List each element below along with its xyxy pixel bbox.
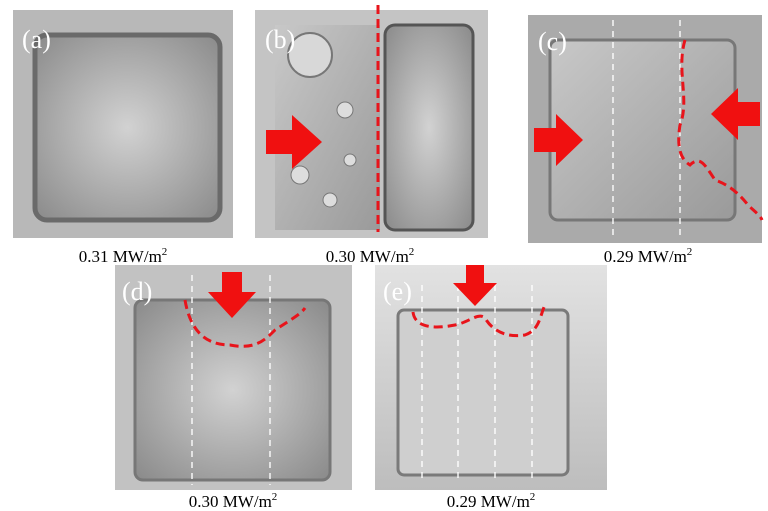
- bubble: [344, 154, 356, 166]
- panel-label: (a): [22, 25, 51, 54]
- dry-region: [385, 25, 473, 230]
- panel-d: (d): [115, 265, 352, 490]
- figure: (a) 0.31 MW/m2 (b) 0.30 MW/m2 (c) 0.29 M…: [0, 0, 768, 511]
- heater-surface: [550, 40, 735, 220]
- panel-caption: 0.31 MW/m2: [79, 246, 168, 266]
- panel-b: (b): [255, 5, 488, 238]
- heater-surface: [35, 35, 220, 220]
- caption-sup: 2: [272, 491, 278, 503]
- caption-text: 0.30 MW/m: [189, 492, 272, 511]
- panel-caption: 0.29 MW/m2: [447, 491, 536, 511]
- panel-label: (b): [265, 25, 295, 54]
- caption-text: 0.29 MW/m: [604, 247, 687, 266]
- panel-caption: 0.30 MW/m2: [189, 491, 278, 511]
- panel-e: (e): [375, 265, 607, 490]
- bubble: [323, 193, 337, 207]
- caption-text: 0.31 MW/m: [79, 247, 162, 266]
- panel-c: (c): [528, 15, 762, 243]
- panel-a: (a): [13, 10, 233, 238]
- caption-text: 0.30 MW/m: [326, 247, 409, 266]
- caption-sup: 2: [162, 246, 168, 258]
- panel-label: (e): [383, 277, 412, 306]
- heater-surface: [135, 300, 330, 480]
- bubble: [291, 166, 309, 184]
- heater-surface: [398, 310, 568, 475]
- panel-caption: 0.29 MW/m2: [604, 246, 693, 266]
- caption-sup: 2: [409, 246, 415, 258]
- panel-caption: 0.30 MW/m2: [326, 246, 415, 266]
- caption-sup: 2: [687, 246, 693, 258]
- panel-label: (c): [538, 27, 567, 56]
- caption-sup: 2: [530, 491, 536, 503]
- caption-text: 0.29 MW/m: [447, 492, 530, 511]
- panel-label: (d): [122, 277, 152, 306]
- bubble: [337, 102, 353, 118]
